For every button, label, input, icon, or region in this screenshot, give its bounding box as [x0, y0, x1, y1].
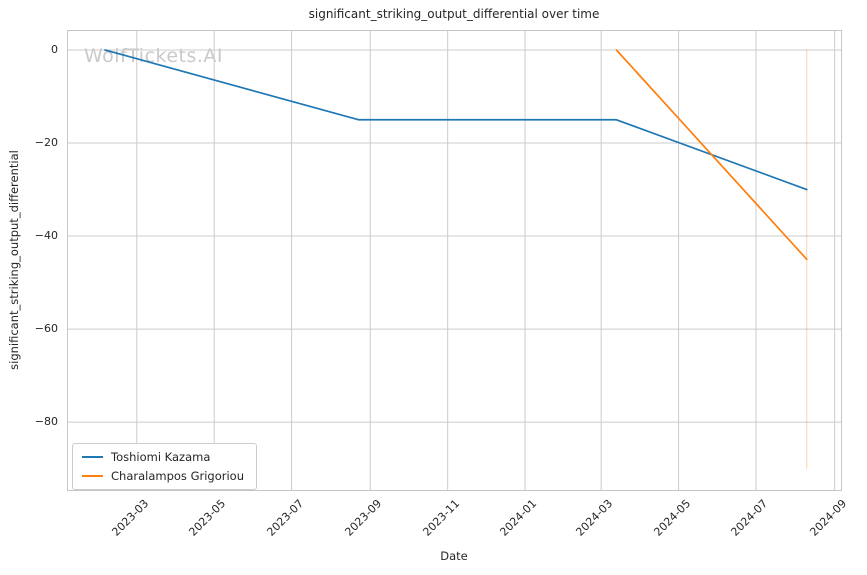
legend-line-swatch [82, 475, 103, 477]
legend-item: Charalampos Grigoriou [82, 469, 247, 483]
series-line-toshiomi-kazama [104, 49, 808, 191]
chart-title: significant_striking_output_differential… [308, 7, 600, 21]
legend-label: Toshiomi Kazama [111, 450, 211, 464]
y-tick-label: −60 [34, 322, 58, 336]
series-line-charalampos-grigoriou [615, 49, 808, 261]
y-tick-label: −80 [34, 415, 58, 429]
legend-label: Charalampos Grigoriou [111, 469, 244, 483]
y-tick-label: 0 [51, 43, 58, 56]
legend: Toshiomi Kazama Charalampos Grigoriou [72, 443, 257, 490]
plot-border [67, 30, 842, 491]
legend-item: Toshiomi Kazama [82, 450, 247, 464]
x-axis-label: Date [440, 549, 468, 563]
y-tick-label: −40 [34, 229, 58, 243]
legend-line-swatch [82, 456, 103, 458]
y-tick-label: −20 [34, 136, 58, 150]
